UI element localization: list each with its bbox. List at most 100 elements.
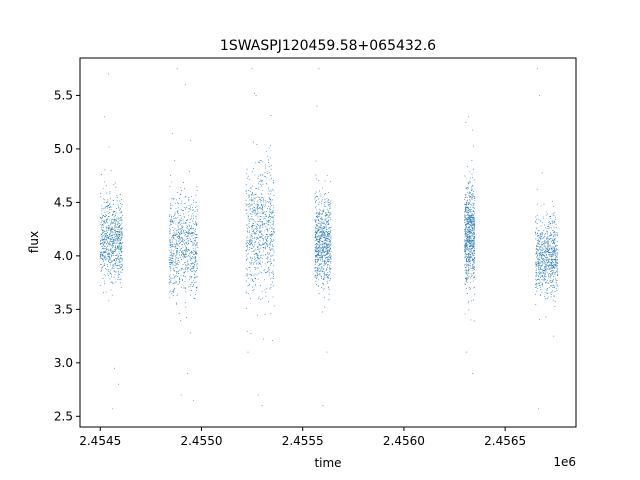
data-point [549, 235, 551, 237]
data-point [257, 215, 259, 217]
data-point [320, 195, 322, 197]
data-point [465, 216, 466, 218]
data-point [318, 250, 320, 252]
data-point [471, 189, 473, 191]
data-point [550, 285, 552, 287]
data-point [468, 268, 469, 270]
data-point [246, 245, 248, 247]
data-point [536, 252, 538, 254]
data-point [328, 269, 330, 271]
data-point [194, 271, 196, 273]
data-point [101, 207, 103, 209]
data-point [168, 283, 170, 285]
data-point [262, 254, 264, 256]
data-point [539, 254, 540, 256]
data-point [315, 220, 317, 222]
data-point [256, 188, 258, 189]
data-point [538, 230, 540, 232]
data-point [544, 269, 546, 271]
data-point [174, 261, 176, 263]
data-point [551, 238, 553, 240]
data-point [550, 254, 552, 256]
data-point [465, 226, 467, 228]
data-point [195, 248, 197, 250]
data-point [108, 243, 110, 245]
data-point [263, 250, 264, 252]
data-point [535, 232, 536, 234]
data-point [118, 248, 120, 250]
data-point [262, 183, 264, 185]
data-point [182, 244, 184, 246]
data-point [314, 244, 316, 245]
data-point [115, 233, 117, 235]
data-point [272, 220, 274, 222]
data-point [251, 248, 253, 249]
data-point [551, 261, 553, 262]
data-point [536, 233, 538, 235]
data-point [326, 258, 328, 260]
data-point [105, 291, 107, 293]
data-point [536, 256, 538, 258]
data-point [184, 280, 186, 282]
data-point [545, 276, 547, 278]
data-point [467, 267, 469, 269]
data-point [546, 228, 548, 229]
data-point [319, 271, 321, 273]
data-point [100, 253, 102, 255]
data-point [182, 264, 184, 265]
data-point [117, 278, 119, 280]
data-point [190, 252, 192, 254]
data-point [184, 196, 186, 198]
data-point [553, 285, 554, 286]
data-point [467, 244, 469, 246]
data-point [260, 231, 262, 233]
data-point [260, 235, 262, 237]
data-point [169, 244, 171, 246]
data-point [260, 257, 262, 259]
data-point [470, 248, 472, 250]
data-point [323, 262, 325, 264]
data-point [174, 217, 176, 219]
data-point [555, 252, 557, 254]
data-point [180, 320, 182, 322]
data-point [185, 288, 187, 289]
data-point [195, 245, 196, 247]
data-point [105, 234, 107, 236]
data-point [263, 242, 265, 244]
data-point [556, 245, 558, 247]
data-point [195, 290, 197, 292]
data-point [315, 262, 317, 264]
data-point [169, 276, 171, 278]
data-point [324, 194, 325, 196]
data-point [256, 144, 258, 146]
data-point [250, 243, 252, 245]
data-point [251, 226, 253, 227]
data-point [178, 240, 180, 242]
data-point [248, 194, 250, 196]
data-point [315, 255, 317, 257]
data-point [113, 367, 115, 369]
data-point [169, 207, 171, 209]
data-point [116, 230, 118, 232]
data-point [316, 247, 318, 249]
data-point [468, 194, 470, 196]
data-point [556, 252, 558, 254]
data-point [260, 221, 262, 223]
data-point [330, 256, 332, 258]
data-point [328, 228, 330, 230]
data-point [184, 239, 185, 241]
data-point [328, 244, 330, 246]
data-point [253, 209, 255, 211]
data-point [472, 266, 473, 268]
data-point [535, 282, 537, 284]
data-point [556, 232, 558, 233]
data-point [111, 228, 113, 230]
data-point [120, 207, 122, 209]
data-point [473, 223, 475, 225]
data-point [118, 221, 120, 223]
y-tick-label: 5.0 [54, 142, 73, 156]
data-point [318, 254, 320, 256]
data-point [171, 264, 173, 266]
data-point [470, 241, 472, 243]
data-point [119, 238, 120, 240]
